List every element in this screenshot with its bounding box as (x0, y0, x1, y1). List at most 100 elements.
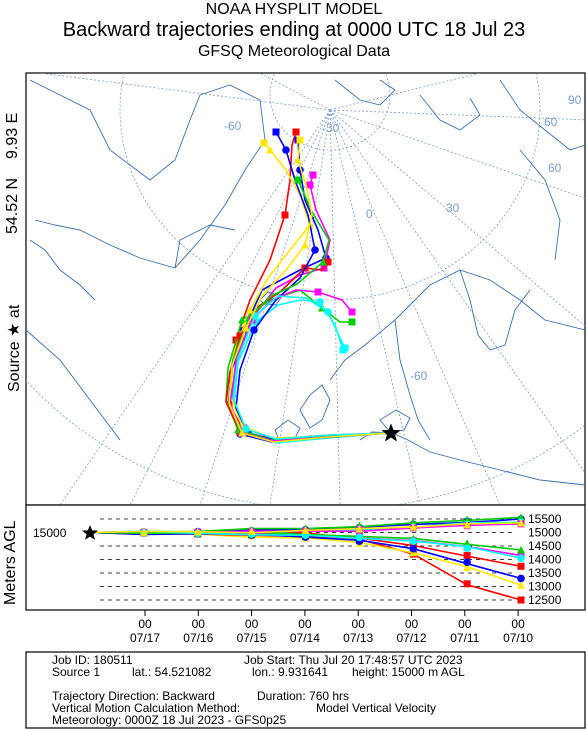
height-point (301, 526, 310, 534)
graticule-label: -30 (322, 121, 340, 135)
x-tick-date: 07/17 (130, 631, 160, 645)
x-tick-date: 07/10 (503, 631, 533, 645)
height-point (517, 554, 525, 562)
source-lat: lat.: 54.521082 (132, 665, 212, 679)
height-point (139, 528, 148, 536)
chart-subtitle: GFSQ Meteorological Data (197, 43, 391, 60)
trajectory-point (282, 146, 290, 154)
vertical-method: Vertical Motion Calculation Method: (52, 701, 241, 715)
graticule-label: 60 (544, 115, 558, 129)
x-tick-hour: 00 (511, 617, 525, 631)
trajectory-endpoint (324, 258, 332, 266)
x-tick-hour: 00 (245, 617, 259, 631)
trajectory-point (236, 332, 244, 340)
trajectory-endpoint (348, 318, 356, 326)
trajectory-point (301, 241, 309, 249)
job-start: Job Start: Thu Jul 20 17:48:57 UTC 2023 (244, 653, 463, 667)
height-point (517, 596, 525, 604)
chart-title-line2: Backward trajectories ending at 0000 UTC… (62, 19, 526, 41)
height-point (409, 537, 418, 545)
graticule-label: 0 (366, 207, 373, 221)
trajectory-point (294, 156, 302, 164)
trajectory-point (246, 306, 254, 314)
height-point (193, 527, 202, 536)
source-star-profile-icon (82, 525, 98, 540)
duration: Duration: 760 hrs (257, 689, 350, 703)
trajectory-point (266, 146, 274, 154)
meteorology: Meteorology: 0000Z 18 Jul 2023 - GFS0p25 (52, 713, 287, 727)
y-tick-label: 14500 (528, 539, 562, 553)
height-point (247, 527, 256, 535)
trajectory-line (232, 295, 392, 440)
height-point (517, 581, 525, 589)
y-tick-label: 15000 (528, 526, 562, 540)
source-height-label: 15000 (33, 526, 67, 540)
height-point (463, 563, 472, 572)
x-tick-hour: 00 (458, 617, 472, 631)
x-tick-hour: 00 (298, 617, 312, 631)
source-number: Source 1 (52, 665, 101, 679)
map-trajectories (225, 128, 392, 444)
graticule-label: 90 (568, 93, 582, 107)
height-point (463, 551, 471, 559)
trajectory-endpoint (348, 308, 356, 316)
height-point (409, 544, 418, 553)
height-point (517, 574, 525, 583)
source-height: height: 15000 m AGL (352, 665, 465, 679)
map-coastlines (26, 79, 585, 486)
x-tick-date: 07/12 (396, 631, 426, 645)
trajectory-endpoint (260, 139, 268, 147)
trajectory-endpoint (294, 176, 302, 184)
height-point (409, 523, 418, 531)
trajectory-point (238, 316, 246, 324)
y-tick-label: 13000 (528, 580, 562, 594)
height-point (517, 546, 525, 554)
trajectory-point (238, 429, 246, 437)
x-tick-hour: 00 (352, 617, 366, 631)
x-axis: 0007/170007/160007/150007/140007/130007/… (26, 609, 585, 645)
height-point (517, 513, 525, 521)
trajectory-endpoint (341, 344, 349, 352)
height-point (463, 520, 472, 529)
x-tick-date: 07/16 (183, 631, 213, 645)
graticule-label: 60 (548, 161, 562, 175)
trajectory-line (228, 139, 392, 443)
y-tick-label: 15500 (528, 512, 562, 526)
trajectory-point (314, 288, 322, 296)
y-tick-label: 13500 (528, 566, 562, 580)
x-tick-date: 07/11 (450, 631, 479, 645)
trajectory-point (248, 316, 256, 324)
trajectory-endpoint (272, 128, 280, 136)
height-point (463, 539, 472, 547)
trajectory-point (306, 181, 314, 189)
info-box (25, 651, 586, 729)
trajectory-point (281, 211, 289, 219)
height-point (355, 524, 364, 533)
trajectory-point (250, 326, 258, 334)
source-lon: lon.: 9.931641 (252, 665, 329, 679)
trajectory-line (233, 299, 392, 444)
x-tick-date: 07/13 (343, 631, 373, 645)
graticule-label: -60 (410, 369, 428, 383)
height-point (463, 558, 471, 566)
y-tick-label: 12500 (528, 593, 562, 607)
map-panel: -60 -30 0 30 60 90 60 -60 (25, 72, 586, 506)
x-tick-date: 07/15 (237, 631, 267, 645)
height-point (463, 580, 471, 588)
vertical-method-value: Model Vertical Velocity (316, 701, 437, 715)
x-tick-date: 07/14 (290, 631, 320, 645)
trajectory-point (324, 308, 332, 316)
x-tick-hour: 00 (138, 617, 152, 631)
height-point (517, 519, 525, 527)
trajectory-endpoint (309, 171, 317, 179)
trajectory-direction: Trajectory Direction: Backward (52, 689, 215, 703)
y-tick-label: 14000 (528, 553, 562, 567)
graticule-label: 30 (446, 201, 460, 215)
height-point (463, 544, 471, 552)
job-id: Job ID: 180511 (52, 653, 133, 667)
x-tick-hour: 00 (192, 617, 206, 631)
trajectory-endpoint (292, 128, 300, 136)
job-info: Job ID: 180511 Job Start: Thu Jul 20 17:… (26, 654, 580, 728)
trajectory-point (242, 324, 250, 332)
